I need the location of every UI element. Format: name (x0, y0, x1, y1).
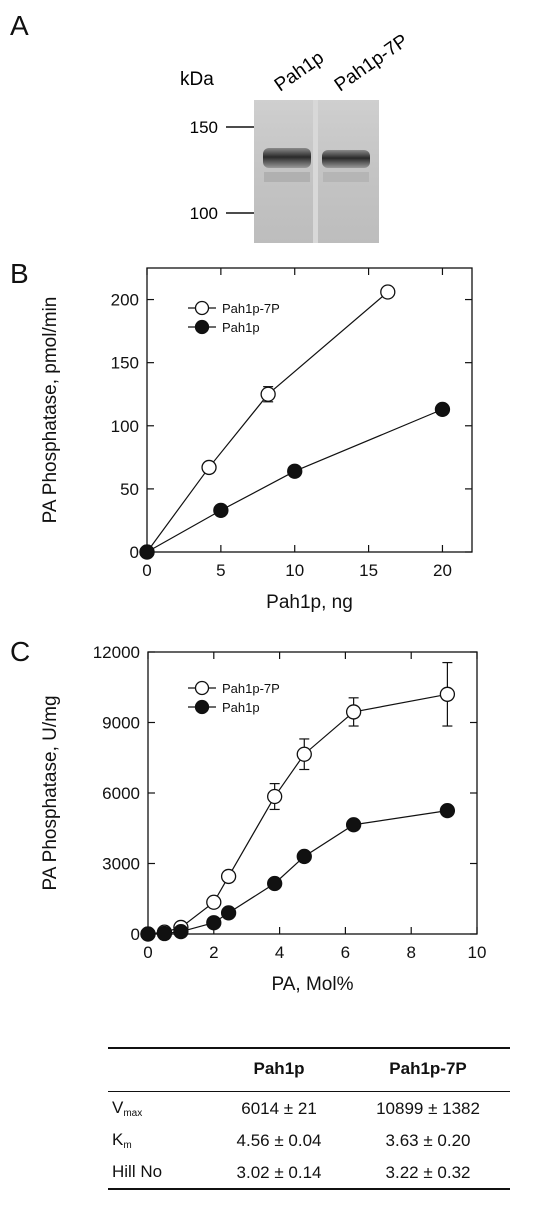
table-cell: 10899 ± 1382 (376, 1098, 480, 1118)
chart-b-point-pah1p-7p (201, 459, 217, 476)
chart-b-y-tick-label: 0 (130, 543, 139, 562)
chart-b-y-tick-label: 100 (111, 417, 139, 436)
smear-pah1p-7p (323, 172, 369, 182)
chart-c-x-tick-label: 10 (468, 943, 487, 962)
chart-c-point-pah1p (156, 925, 173, 942)
panel-c-label: C (10, 636, 31, 667)
chart-b-legend-marker-pah1p-7p (194, 300, 210, 316)
panel-a-label: A (10, 10, 29, 41)
chart-c-point-pah1p (220, 905, 237, 921)
table-row-hill: Hill No 3.02 ± 0.14 3.22 ± 0.32 (108, 1156, 510, 1189)
row-label: Hill No (108, 1156, 212, 1189)
lane-label-pah1p-7p: Pah1p-7P (331, 30, 412, 96)
table-row-km: Km 4.56 ± 0.04 3.63 ± 0.20 (108, 1124, 510, 1156)
chart-c-point-pah1p-7p (296, 746, 312, 762)
chart-c-point-pah1p (206, 915, 222, 931)
chart-c-point-pah1p (296, 848, 312, 865)
chart-b-y-tick-label: 150 (111, 354, 139, 373)
chart-c-point-pah1p-7p (439, 686, 456, 702)
chart-b-x-tick-label: 5 (216, 561, 225, 580)
chart-b-plot-frame (146, 267, 473, 553)
chart-b-y-axis-label: PA Phosphatase, pmol/min (40, 297, 61, 524)
table-header-pah1p: Pah1p (253, 1059, 305, 1078)
chart-c-x-tick-label: 2 (209, 943, 218, 962)
chart-c-y-axis-label: PA Phosphatase, U/mg (40, 695, 61, 890)
chart-b-point-pah1p (287, 463, 303, 479)
table-cell: 3.02 ± 0.14 (236, 1162, 322, 1182)
chart-b-legend-label-pah1p: Pah1p (222, 320, 260, 335)
chart-b-x-tick-label: 20 (433, 561, 452, 580)
chart-b-point-pah1p-7p (260, 386, 276, 402)
chart-c-y-tick-label: 3000 (102, 855, 140, 874)
table-header-pah1p-7p: Pah1p-7P (389, 1059, 467, 1078)
table-cell: 4.56 ± 0.04 (236, 1130, 322, 1150)
row-label-sub: max (123, 1108, 143, 1119)
table-row-vmax: Vmax 6014 ± 21 10899 ± 1382 (108, 1092, 510, 1125)
table-cell: 6014 ± 21 (241, 1098, 317, 1118)
table-cell: 3.63 ± 0.20 (385, 1130, 471, 1150)
row-label-main: Hill No (112, 1162, 163, 1181)
chart-c-x-axis-label: PA, Mol% (271, 974, 353, 995)
chart-c-point-pah1p (267, 875, 283, 892)
chart-c-x-tick-label: 0 (143, 943, 152, 962)
panel-b-label: B (10, 258, 29, 289)
chart-c-series-line-pah1p-7p (147, 693, 448, 935)
chart-c-point-pah1p (345, 817, 362, 833)
chart-c-legend-label-pah1p: Pah1p (222, 700, 260, 715)
kda-label: kDa (180, 69, 214, 90)
table-header-blank (108, 1048, 212, 1092)
chart-b-legend-marker-pah1p (194, 319, 210, 335)
chart-c-y-tick-label: 9000 (102, 714, 140, 733)
chart-c-point-pah1p (140, 926, 156, 942)
chart-c-point-pah1p-7p (345, 704, 362, 720)
table-cell: 3.22 ± 0.32 (385, 1162, 471, 1182)
gel-figure: kDa 150 100 Pah1p Pah1p-7P (180, 30, 412, 243)
chart-c-x-tick-label: 6 (341, 943, 350, 962)
marker-label-100: 100 (190, 204, 218, 223)
chart-b-x-axis-label: Pah1p, ng (266, 592, 353, 613)
chart-b-point-pah1p (434, 401, 451, 418)
chart-b-series-line-pah1p-7p (146, 291, 389, 553)
row-label: Km (108, 1124, 212, 1156)
row-label: Vmax (108, 1092, 212, 1125)
chart-c-y-tick-label: 0 (131, 925, 140, 944)
lane-label-pah1p: Pah1p (271, 47, 328, 96)
chart-c-point-pah1p (439, 802, 456, 819)
chart-b-y-tick-label: 200 (111, 291, 139, 310)
row-label-sub: m (123, 1140, 132, 1151)
chart-c-legend-marker-pah1p-7p (194, 680, 210, 696)
chart-c: 0 2 4 6 8 10 0 3000 6000 9000 12000 PA, Mol% PA Phos… (40, 643, 487, 995)
chart-c-x-tick-label: 8 (406, 943, 415, 962)
chart-b-point-pah1p-7p (380, 284, 396, 300)
smear-pah1p (264, 172, 310, 182)
chart-c-point-pah1p-7p (206, 894, 222, 910)
chart-b-x-tick-label: 10 (285, 561, 304, 580)
kinetics-table: Pah1p Pah1p-7P Vmax 6014 ± 21 10899 ± 13… (108, 1047, 510, 1190)
marker-label-150: 150 (190, 118, 218, 137)
gel-lane-divider (313, 100, 318, 243)
chart-c-x-tick-label: 4 (275, 943, 284, 962)
chart-b-point-pah1p (139, 544, 155, 560)
chart-b-x-tick-label: 0 (142, 561, 151, 580)
chart-c-series-line-pah1p (147, 810, 448, 935)
chart-b-point-pah1p (213, 502, 229, 518)
row-label-main: K (112, 1130, 124, 1149)
chart-c-point-pah1p-7p (267, 788, 283, 805)
chart-c-point-pah1p-7p (220, 868, 237, 885)
band-pah1p-7p (322, 150, 370, 168)
chart-c-legend-marker-pah1p (194, 699, 210, 715)
chart-c-legend-label-pah1p-7p: Pah1p-7P (222, 681, 280, 696)
chart-c-point-pah1p (173, 923, 189, 940)
chart-c-y-tick-label: 12000 (93, 643, 140, 662)
chart-b-x-tick-label: 15 (359, 561, 378, 580)
chart-b-y-tick-label: 50 (120, 480, 139, 499)
chart-b-legend-label-pah1p-7p: Pah1p-7P (222, 301, 280, 316)
row-label-main: V (112, 1098, 124, 1117)
chart-c-y-tick-label: 6000 (102, 784, 140, 803)
band-pah1p (263, 148, 311, 168)
chart-b-series-line-pah1p (146, 408, 443, 553)
chart-c-plot-frame (147, 651, 478, 935)
